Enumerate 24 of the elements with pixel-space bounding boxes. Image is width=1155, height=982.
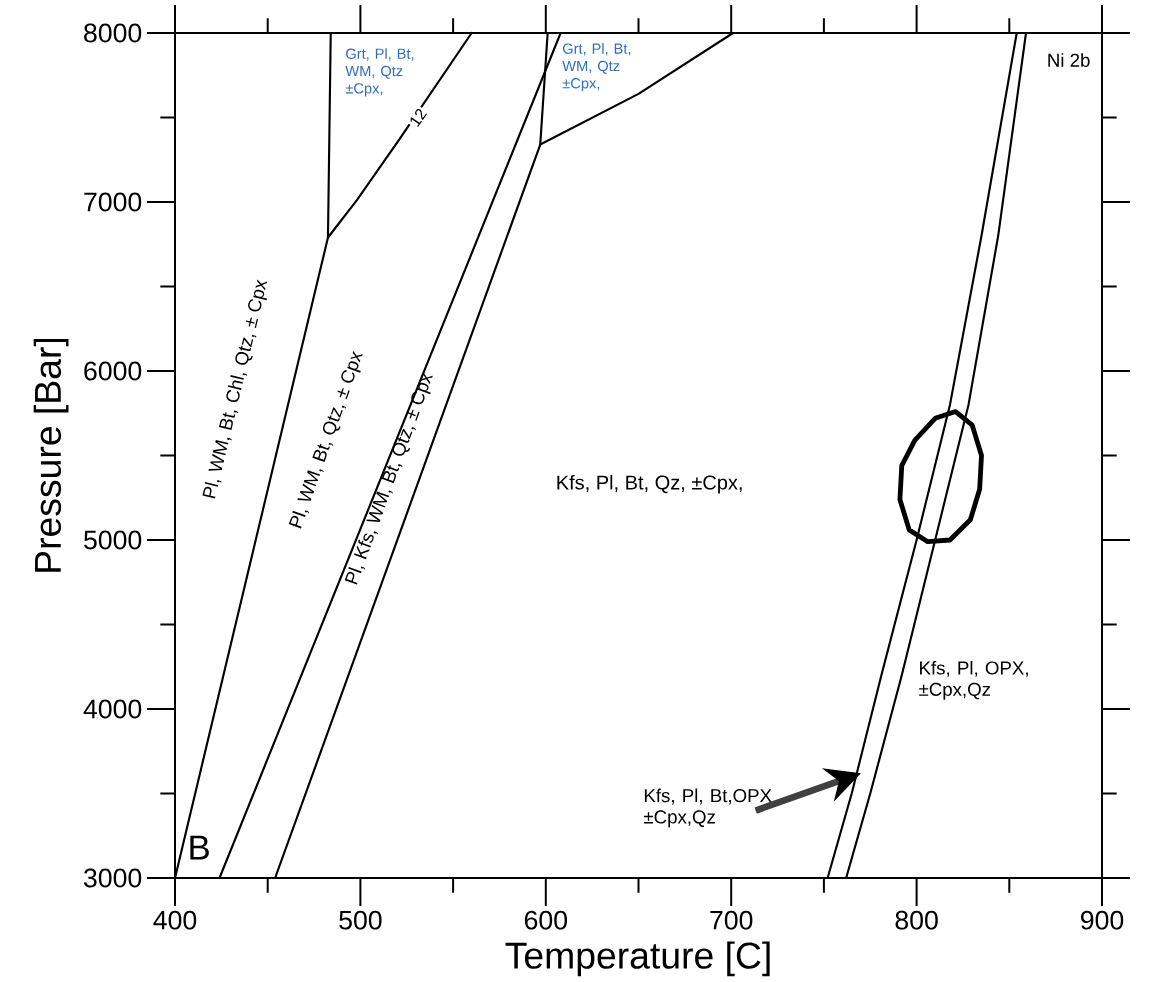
annotation: Kfs, Pl, OPX, ±Cpx,Qz [919,660,1028,700]
y-tick-label: 7000 [84,192,142,212]
annotation: Pl, WM, Bt, Chl, Qtz, ± Cpx [202,279,268,499]
annotation: Grt, Pl, Bt, WM, Qtz ±Cpx, [345,48,414,97]
x-tick-label: 900 [1081,910,1124,930]
y-tick-label: 4000 [83,699,142,719]
y-tick-label: 3000 [83,868,142,888]
y-tick-label: 6000 [84,361,142,381]
x-axis-title: Temperature [C] [505,941,770,977]
annotation: Ni 2b [1048,53,1090,67]
annotation: Kfs, Pl, Bt, Qz, ±Cpx, [557,474,742,494]
x-tick-label: 600 [524,910,567,930]
x-tick-label: 700 [710,910,753,930]
y-tick-label: 8000 [84,23,142,43]
x-tick-label: 400 [153,910,197,930]
annotation: Grt, Pl, Bt, WM, Qtz ±Cpx, [562,43,631,92]
x-tick-label: 800 [895,910,938,930]
x-tick-label: 500 [339,910,382,930]
annotation: Kfs, Pl, Bt,OPX ±Cpx,Qz [643,788,772,828]
y-tick-label: 5000 [84,530,142,550]
annotation: Pl, WM, Bt, Qtz, ± Cpx [288,351,363,529]
annotation: B [190,835,209,860]
y-axis-title: Pressure [Bar] [33,338,69,572]
annotation: 12 [410,108,428,127]
